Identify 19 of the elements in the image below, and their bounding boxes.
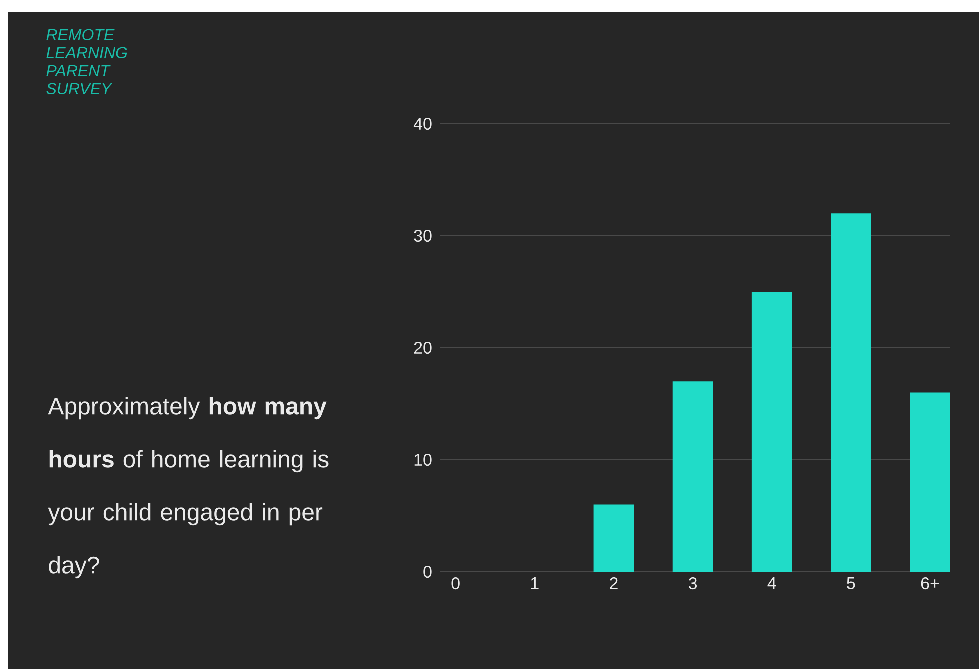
text: Approximately how many hours of home learning is your child engaged in per day? [48, 397, 329, 579]
x-tick-label: 3 [688, 578, 698, 590]
y-tick-label: 10 [414, 454, 432, 466]
x-tick-label: 0 [452, 578, 460, 590]
x-tick-label: 2 [610, 578, 618, 590]
x-tick-label: 6+ [921, 578, 940, 590]
y-tick-label: 40 [414, 118, 432, 130]
y-tick-label: 0 [424, 566, 432, 578]
x-tick-label: 1 [531, 578, 539, 590]
y-tick-label: 30 [414, 230, 432, 242]
bar [594, 504, 634, 572]
x-tick-label: 5 [847, 578, 856, 590]
x-tick-label: 4 [768, 578, 776, 590]
bar [831, 214, 872, 572]
text: REMOTE LEARNING PARENT SURVEY [46, 29, 128, 95]
bar [910, 392, 950, 572]
bar [752, 292, 792, 572]
bar [672, 382, 714, 572]
y-tick-label: 20 [414, 342, 432, 354]
